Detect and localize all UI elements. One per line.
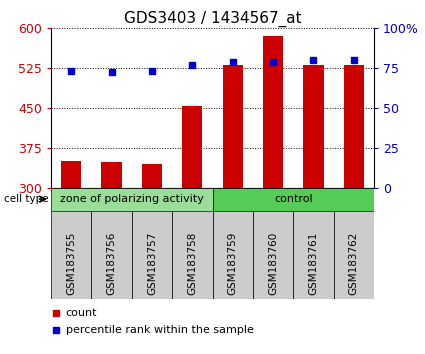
Text: zone of polarizing activity: zone of polarizing activity xyxy=(60,194,204,204)
Bar xyxy=(51,188,212,211)
Bar xyxy=(61,161,81,188)
Text: GSM183758: GSM183758 xyxy=(187,231,197,295)
Title: GDS3403 / 1434567_at: GDS3403 / 1434567_at xyxy=(124,11,301,27)
Text: cell type: cell type xyxy=(4,194,49,204)
Bar xyxy=(303,65,323,188)
Bar xyxy=(132,211,172,299)
Text: count: count xyxy=(65,308,97,318)
Text: GSM183756: GSM183756 xyxy=(107,231,116,295)
Bar xyxy=(334,211,374,299)
Bar xyxy=(102,162,122,188)
Text: percentile rank within the sample: percentile rank within the sample xyxy=(65,325,253,335)
Text: GSM183755: GSM183755 xyxy=(66,231,76,295)
Text: GSM183759: GSM183759 xyxy=(228,231,238,295)
Bar xyxy=(142,164,162,188)
Bar xyxy=(182,106,202,188)
Bar xyxy=(51,211,91,299)
Bar xyxy=(263,36,283,188)
Text: GSM183761: GSM183761 xyxy=(309,231,318,295)
Bar xyxy=(212,211,253,299)
Text: control: control xyxy=(274,194,312,204)
Text: GSM183757: GSM183757 xyxy=(147,231,157,295)
Bar xyxy=(91,211,132,299)
Text: GSM183760: GSM183760 xyxy=(268,232,278,295)
Bar xyxy=(253,211,293,299)
Bar xyxy=(293,211,334,299)
Bar xyxy=(223,65,243,188)
Bar xyxy=(172,211,212,299)
Text: GSM183762: GSM183762 xyxy=(349,231,359,295)
Bar xyxy=(344,65,364,188)
Bar xyxy=(212,188,374,211)
